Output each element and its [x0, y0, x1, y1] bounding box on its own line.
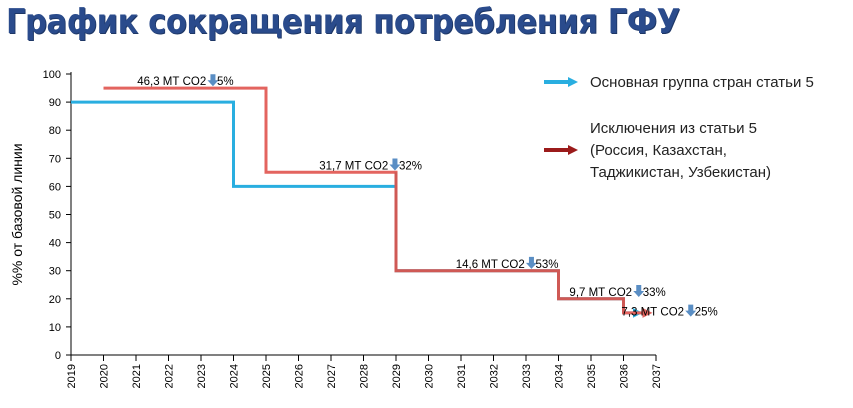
- x-tick-label: 2036: [619, 364, 631, 388]
- series-line-overlap: [394, 172, 625, 313]
- x-tick-label: 2027: [326, 364, 338, 388]
- down-arrow-icon: [525, 256, 537, 269]
- annotation-percent: 25%: [695, 307, 718, 319]
- x-tick-label: 2037: [651, 364, 663, 388]
- legend-label: Таджикистан, Узбекистан): [590, 164, 771, 181]
- annotation: 46,3 МТ CO2 5%: [137, 74, 234, 88]
- y-tick-label: 30: [49, 266, 61, 278]
- legend: Основная группа стран статьи 5 Исключения…: [544, 74, 814, 181]
- annotation: 31,7 МТ CO2 32%: [319, 158, 422, 173]
- annotation: 7,3 МТ CO2 25%: [621, 304, 718, 319]
- y-tick-label: 90: [49, 97, 61, 109]
- x-tick-label: 2020: [99, 364, 111, 388]
- y-tick-label: 40: [49, 238, 61, 250]
- x-tick-label: 2023: [196, 364, 208, 388]
- down-arrow-icon: [389, 158, 401, 171]
- annotation-percent: 53%: [535, 259, 558, 271]
- y-tick-label: 50: [49, 210, 61, 222]
- x-tick-label: 2035: [586, 364, 598, 388]
- annotation-value: 46,3 МТ CO2: [137, 76, 206, 88]
- y-tick-label: 0: [55, 350, 61, 362]
- series-line-exceptions: [103, 86, 653, 318]
- annotation-percent: 32%: [399, 161, 422, 173]
- x-tick-label: 2029: [391, 364, 403, 388]
- x-tick-label: 2019: [66, 364, 78, 388]
- y-tick-label: 80: [49, 125, 61, 137]
- legend-label: (Россия, Казахстан,: [590, 142, 727, 159]
- legend-arrow-icon: [568, 77, 578, 87]
- down-arrow-icon: [207, 74, 219, 87]
- chart-title: График сокращения потребления ГФУ: [6, 2, 680, 42]
- x-tick-label: 2030: [424, 364, 436, 388]
- series-line-main-group: [71, 100, 643, 318]
- annotation-value: 9,7 МТ CO2: [569, 287, 632, 299]
- x-tick-label: 2021: [131, 364, 143, 388]
- legend-label: Исключения из статьи 5: [590, 120, 757, 137]
- x-tick-label: 2025: [261, 364, 273, 388]
- annotation: 9,7 МТ CO2 33%: [569, 284, 666, 299]
- series-group: [71, 86, 653, 318]
- legend-label: Основная группа стран статьи 5: [590, 74, 814, 91]
- y-tick-label: 70: [49, 153, 61, 165]
- x-tick-label: 2024: [229, 364, 241, 388]
- y-axis-label: %% от базовой линии: [9, 143, 25, 285]
- annotation-value: 31,7 МТ CO2: [319, 161, 388, 173]
- y-tick-label: 10: [49, 322, 61, 334]
- x-tick-label: 2022: [164, 364, 176, 388]
- legend-arrow-icon: [568, 145, 578, 155]
- annotation-percent: 33%: [643, 287, 666, 299]
- annotation-percent: 5%: [217, 76, 234, 88]
- x-tick-label: 2026: [294, 364, 306, 388]
- down-arrow-icon: [633, 284, 645, 297]
- annotation-value: 14,6 МТ CO2: [456, 259, 525, 271]
- x-tick-label: 2033: [521, 364, 533, 388]
- down-arrow-icon: [685, 304, 697, 317]
- y-tick-label: 100: [43, 69, 61, 81]
- x-tick-label: 2028: [359, 364, 371, 388]
- y-tick-label: 20: [49, 294, 61, 306]
- annotations-group: 46,3 МТ CO2 5% 31,7 МТ CO2 32% 14,6 МТ CO2 53…: [137, 74, 718, 319]
- x-tick-label: 2032: [489, 364, 501, 388]
- annotation-value: 7,3 МТ CO2: [621, 307, 684, 319]
- x-tick-label: 2031: [456, 364, 468, 388]
- y-tick-label: 60: [49, 181, 61, 193]
- annotation: 14,6 МТ CO2 53%: [456, 256, 558, 271]
- x-tick-label: 2034: [554, 364, 566, 388]
